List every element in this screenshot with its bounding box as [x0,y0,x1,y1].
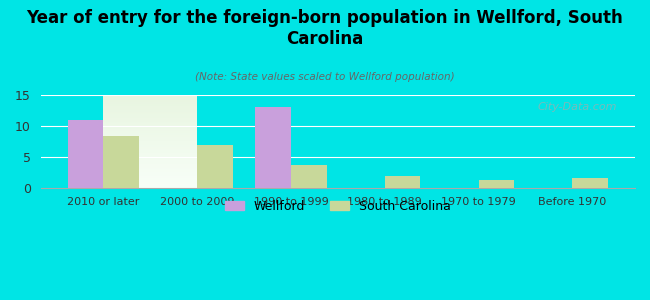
Bar [197,145,233,188]
Text: City-Data.com: City-Data.com [538,103,617,112]
Bar [103,136,139,188]
Bar [291,165,326,188]
Bar [68,120,103,188]
Legend: Wellford, South Carolina: Wellford, South Carolina [220,195,456,218]
Bar [385,176,421,188]
Bar [255,107,291,188]
Text: Year of entry for the foreign-born population in Wellford, South
Carolina: Year of entry for the foreign-born popul… [27,9,623,48]
Bar [478,180,514,188]
Text: (Note: State values scaled to Wellford population): (Note: State values scaled to Wellford p… [195,72,455,82]
Bar [573,178,608,188]
